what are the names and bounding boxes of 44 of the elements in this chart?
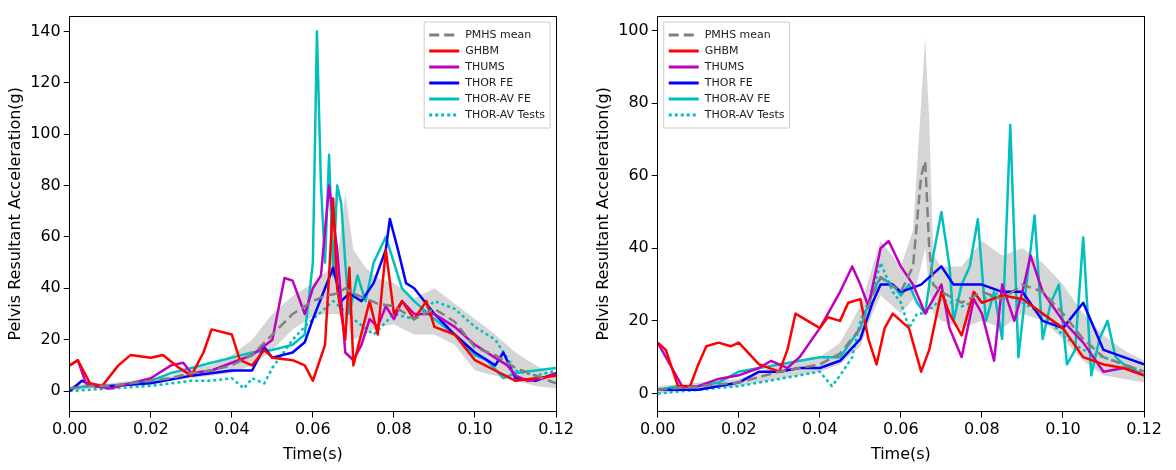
y-tick-label: 20 [628,310,649,330]
x-tick-label: 0.06 [295,419,331,439]
x-tick-label: 0.02 [720,419,757,439]
y-tick-label: 100 [30,123,61,143]
y-tick-label: 20 [40,328,61,348]
x-tick-label: 0.00 [639,419,676,439]
y-tick-label: 140 [30,20,61,40]
x-tick-label: 0.10 [457,419,493,439]
y-tick-label: 40 [40,277,61,297]
y-tick-label: 100 [618,19,649,39]
x-tick-label: 0.12 [538,419,574,439]
legend-label: PMHS mean [704,27,771,41]
y-tick-label: 40 [628,237,649,257]
legend-label: THUMS [464,59,505,73]
y-axis-title: Pelvis Resultant Acceleration(g) [592,87,612,341]
x-tick-label: 0.08 [964,419,1000,439]
legend-label: GHBM [704,43,739,57]
legend-label: THOR FE [703,75,753,89]
legend-label: PMHS mean [465,27,532,41]
y-tick-label: 80 [628,92,649,112]
x-axis-title: Time(s) [281,443,343,463]
x-tick-label: 0.04 [214,419,250,439]
y-tick-label: 0 [638,382,649,402]
y-axis-title: Pelvis Resultant Acceleration(g) [4,87,24,341]
legend-label: THOR-AV Tests [703,107,785,121]
y-tick-label: 80 [40,174,61,194]
y-tick-label: 60 [628,164,649,184]
x-tick-label: 0.12 [1126,419,1162,439]
x-tick-label: 0.02 [132,419,169,439]
x-tick-label: 0.10 [1045,419,1081,439]
legend-label: THOR FE [464,75,514,89]
legend-label: THOR-AV Tests [464,107,546,121]
legend-label: GHBM [465,43,500,57]
x-axis-title: Time(s) [869,443,931,463]
x-tick-label: 0.06 [883,419,919,439]
legend-label: THOR-AV FE [703,91,771,105]
x-tick-label: 0.04 [802,419,838,439]
legend-label: THOR-AV FE [464,91,531,105]
legend-label: THUMS [703,59,745,73]
x-tick-label: 0.08 [376,419,412,439]
x-tick-label: 0.00 [51,419,88,439]
y-tick-label: 0 [50,380,61,400]
y-tick-label: 120 [30,71,61,91]
y-tick-label: 60 [40,226,61,246]
